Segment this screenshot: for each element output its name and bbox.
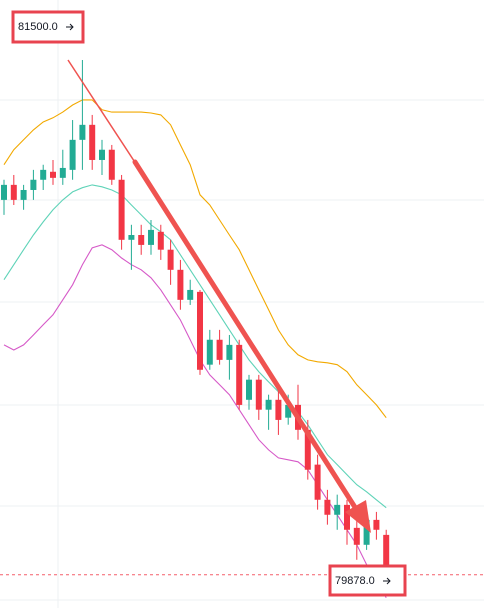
candle-body bbox=[206, 339, 213, 365]
candle-body bbox=[236, 344, 243, 405]
candle-body bbox=[59, 167, 66, 178]
candle-body bbox=[285, 404, 292, 418]
candle-body bbox=[197, 291, 203, 370]
trend-arrow bbox=[132, 159, 361, 515]
candle-body bbox=[383, 534, 390, 575]
candle-body bbox=[79, 124, 86, 140]
candle-body bbox=[118, 179, 125, 240]
candle-body bbox=[246, 379, 252, 400]
highlight-box bbox=[328, 564, 407, 597]
candle-body bbox=[226, 344, 233, 360]
trend-drawing bbox=[67, 59, 371, 533]
candle-body bbox=[363, 519, 370, 545]
band-line bbox=[3, 244, 387, 599]
candle-body bbox=[304, 429, 311, 470]
candle-body bbox=[157, 231, 164, 250]
low-label: 79878.0 bbox=[335, 575, 375, 587]
candle-body bbox=[30, 179, 37, 190]
candle-body bbox=[10, 184, 17, 200]
candle-body bbox=[20, 189, 27, 200]
candle-body bbox=[334, 504, 341, 515]
band-line bbox=[3, 99, 387, 419]
candle-body bbox=[50, 171, 56, 178]
arrow-head bbox=[345, 500, 371, 533]
candle-body bbox=[108, 149, 115, 180]
candle-body bbox=[177, 269, 184, 300]
labels: 81500.0 79878.0 bbox=[11, 10, 407, 597]
candle-body bbox=[128, 235, 135, 240]
candles bbox=[1, 60, 390, 578]
candle-body bbox=[187, 289, 194, 300]
candle-body bbox=[353, 527, 360, 545]
candle-body bbox=[89, 124, 96, 160]
candle-body bbox=[148, 229, 154, 245]
candle-body bbox=[324, 499, 331, 515]
band-line bbox=[3, 184, 387, 509]
candle-body bbox=[167, 249, 174, 270]
high-label: 81500.0 bbox=[18, 21, 58, 33]
arrow-icon bbox=[66, 23, 74, 31]
candle-body bbox=[69, 139, 76, 170]
candle-body bbox=[314, 464, 321, 500]
candle-body bbox=[255, 379, 262, 410]
arrow-icon bbox=[383, 577, 391, 585]
candle-body bbox=[40, 169, 47, 180]
trend-line bbox=[67, 59, 141, 171]
candle-body bbox=[373, 519, 380, 530]
candle-body bbox=[275, 399, 282, 420]
candle-body bbox=[216, 339, 223, 360]
candle-body bbox=[99, 149, 105, 160]
candle-body bbox=[138, 235, 145, 245]
candle-body bbox=[265, 399, 272, 410]
candle-body bbox=[1, 184, 7, 200]
candle-body bbox=[344, 504, 350, 530]
